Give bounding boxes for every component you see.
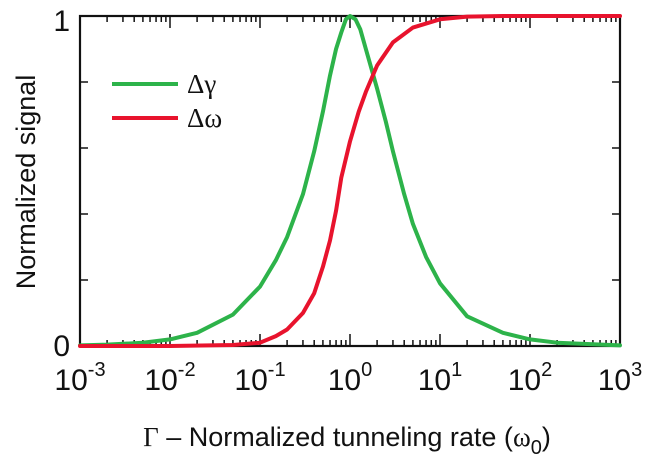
y-axis-label: Normalized signal — [11, 75, 41, 290]
plot-area — [78, 14, 622, 348]
x-axis-label: Γ – Normalized tunneling rate (ω0) — [143, 422, 551, 459]
x-tick-label-1e2: 102 — [508, 359, 553, 397]
x-tick-label-1e-1: 10-1 — [234, 359, 285, 397]
x-tick-label-1e3: 103 — [598, 359, 643, 397]
x-tick-label-1e1: 101 — [418, 359, 463, 397]
plot-frame — [78, 14, 622, 348]
legend-item-delta-omega: Δω — [112, 103, 222, 133]
y-tick-label-1: 1 — [53, 5, 70, 38]
x-tick-labels: 10-3 10-2 10-1 100 101 102 103 — [54, 359, 642, 397]
series-layer — [78, 14, 622, 348]
legend: Δγ Δω — [112, 69, 222, 133]
tick-marks — [79, 16, 621, 346]
y-tick-labels: 0 1 — [53, 5, 70, 363]
y-tick-label-0: 0 — [53, 330, 70, 363]
series-line-delta-gamma — [78, 14, 622, 348]
series-line-delta-omega — [78, 14, 622, 348]
legend-label-delta-gamma: Δγ — [187, 69, 216, 99]
x-tick-label-1e0: 100 — [328, 359, 373, 397]
legend-label-delta-omega: Δω — [187, 103, 222, 133]
x-tick-label-1e-2: 10-2 — [144, 359, 195, 397]
legend-item-delta-gamma: Δγ — [112, 69, 216, 99]
x-tick-label-1e-3: 10-3 — [54, 359, 105, 397]
